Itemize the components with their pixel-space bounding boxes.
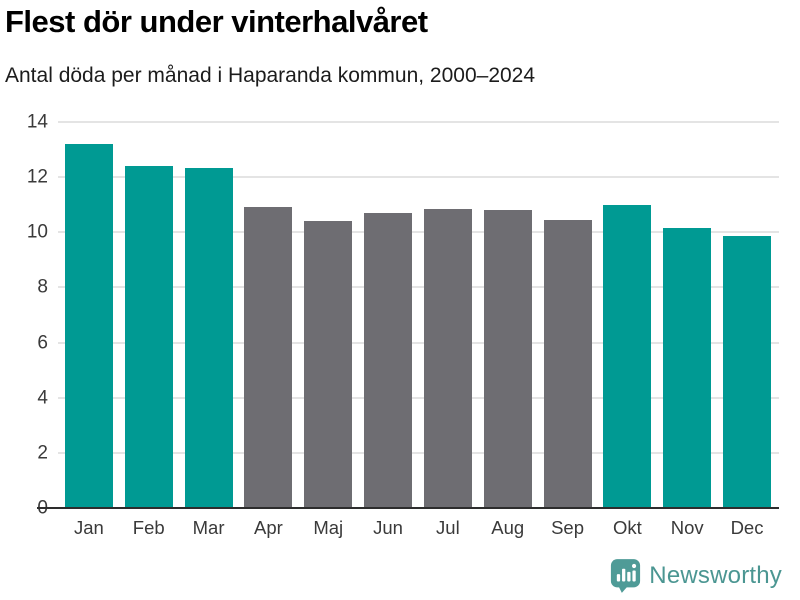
newsworthy-speech-bubble-barchart-icon (611, 559, 641, 593)
bar-jan (64, 144, 113, 508)
chart-title: Flest dör under vinterhalvåret (5, 4, 428, 39)
y-axis-label-8: 8 (37, 276, 48, 298)
x-axis-label-dec: Dec (730, 517, 764, 538)
x-axis-label-feb: Feb (132, 517, 165, 538)
bar-jul (423, 208, 472, 508)
bar-mar (184, 167, 233, 508)
plot-area: 02468101214 (0, 113, 800, 518)
bar-slot-dec (717, 122, 777, 508)
bar-okt (603, 204, 652, 508)
bar-slot-aug (478, 122, 538, 508)
bar-slot-maj (298, 122, 358, 508)
y-axis-label-14: 14 (26, 111, 48, 133)
x-axis-label-mar: Mar (192, 517, 225, 538)
gridline-10 (58, 231, 779, 234)
bar-maj (304, 221, 353, 508)
newsworthy-branding: Newsworthy (610, 558, 782, 594)
x-axis-label-jun: Jun (373, 517, 403, 538)
chart-subtitle: Antal döda per månad i Haparanda kommun,… (5, 64, 536, 87)
x-axis-label-maj: Maj (313, 517, 344, 538)
gridline-14 (58, 121, 779, 123)
gridline-6 (58, 341, 779, 344)
bar-slot-apr (238, 122, 298, 508)
y-axis-label-4: 4 (37, 387, 48, 409)
x-axis-label-jul: Jul (436, 517, 460, 538)
bar-slot-jun (358, 122, 418, 508)
x-axis-label-sep: Sep (551, 517, 584, 538)
newsworthy-wordmark: Newsworthy (649, 562, 782, 589)
y-axis-label-12: 12 (26, 166, 48, 188)
bar-slot-feb (119, 122, 179, 508)
y-axis-label-6: 6 (37, 332, 48, 354)
y-axis-label-2: 2 (37, 442, 48, 464)
x-axis-label-aug: Aug (491, 517, 525, 538)
gridline-12 (58, 176, 779, 179)
gridline-2 (58, 451, 779, 454)
x-axis-label-nov: Nov (670, 517, 704, 538)
bar-jun (364, 213, 413, 508)
x-axis-label-jan: Jan (74, 517, 104, 538)
bar-slot-sep (538, 122, 598, 508)
x-axis-line (37, 506, 779, 509)
gridline-4 (58, 396, 779, 399)
x-axis-label-apr: Apr (254, 517, 283, 538)
bar-slot-okt (597, 122, 657, 508)
bar-feb (124, 166, 173, 508)
gridline-8 (58, 286, 779, 289)
bar-apr (244, 207, 293, 508)
bar-dec (723, 236, 772, 508)
bar-aug (483, 210, 532, 508)
bars-row (59, 122, 777, 508)
x-axis-labels: Jan Feb Mar Apr Maj Jun Jul Aug Sep Okt Nov Dec (59, 517, 777, 539)
bar-slot-nov (657, 122, 717, 508)
bar-slot-jul (418, 122, 478, 508)
bar-slot-mar (179, 122, 239, 508)
y-axis-label-10: 10 (26, 221, 48, 243)
bar-sep (543, 219, 592, 508)
bar-slot-jan (59, 122, 119, 508)
x-axis-label-okt: Okt (612, 517, 642, 538)
bar-nov (663, 228, 712, 508)
